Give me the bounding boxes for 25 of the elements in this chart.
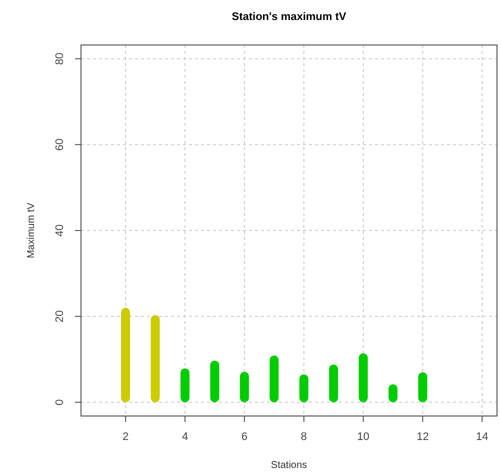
bar [329,364,338,402]
bar [180,368,190,402]
x-tick-label: 10 [357,431,370,443]
y-tick-label: 20 [54,310,66,323]
x-tick-label: 6 [241,431,248,443]
x-tick-label: 4 [182,431,188,443]
x-axis-title: Stations [270,460,308,471]
bar [418,372,428,402]
y-axis-title: Maximum tV [26,202,37,258]
bar [270,355,279,402]
bar [358,353,368,402]
x-tick-label: 12 [416,431,429,443]
bar [240,372,249,402]
x-tick-label: 8 [300,431,307,443]
bar [150,315,160,402]
y-tick-label: 40 [54,224,66,237]
bar [121,308,130,402]
y-tick-label: 60 [54,138,66,151]
chart-title: Station's maximum tV [232,11,347,23]
y-tick-label: 80 [54,52,66,65]
x-tick-label: 2 [122,431,129,443]
bar [299,374,308,402]
y-tick-label: 0 [54,399,66,406]
x-tick-label: 14 [476,431,488,443]
bar [210,360,220,402]
